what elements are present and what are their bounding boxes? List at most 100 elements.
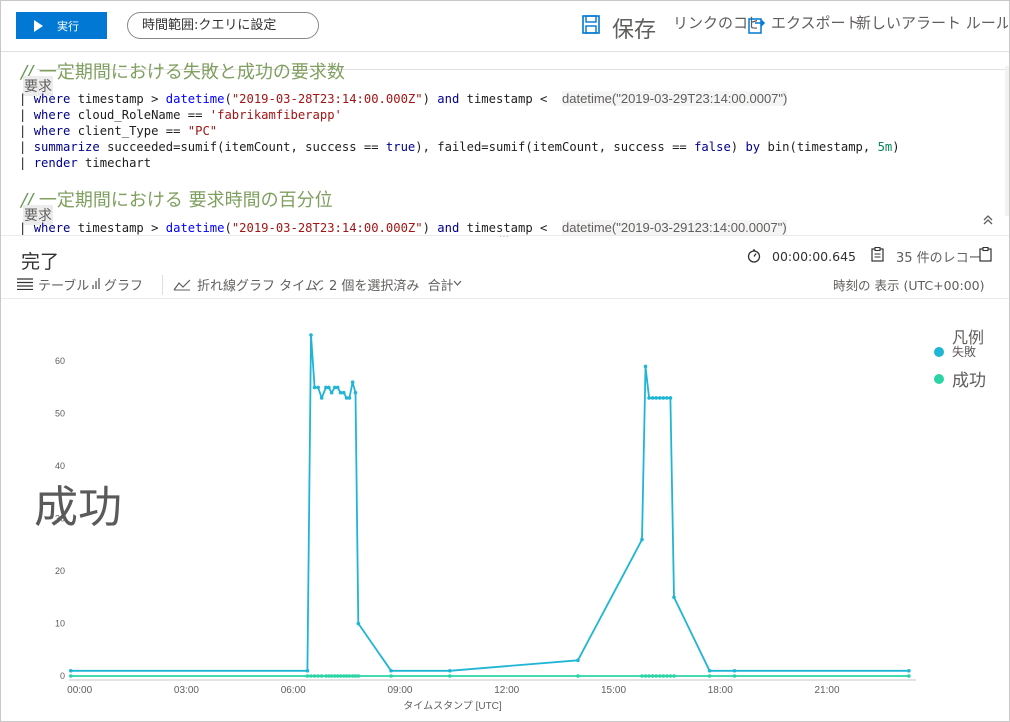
- query-editor[interactable]: // 一定期間における失敗と成功の要求数 要求 | where timestam…: [1, 52, 1009, 236]
- code-text: timestamp >: [70, 221, 166, 235]
- legend-item-failed[interactable]: 失敗: [934, 343, 976, 360]
- series-selector[interactable]: 2 個を選択済み 合計: [329, 275, 454, 294]
- legend-label: 失敗: [952, 345, 977, 359]
- data-point: [344, 674, 349, 678]
- tab-chart[interactable]: グラフ: [104, 279, 144, 294]
- legend-title: 凡例: [952, 328, 985, 347]
- code-text: succeeded=sumif(itemCount, success ==: [99, 140, 386, 154]
- data-point: [326, 385, 331, 390]
- chevron-down-icon[interactable]: [453, 280, 462, 286]
- export-icon[interactable]: [748, 14, 766, 34]
- table-name-requests-2: 要求: [23, 205, 53, 225]
- table-name-requests-1: 要求: [23, 76, 53, 96]
- comment-text: 一定期間における失敗と成功の要求数: [38, 62, 345, 83]
- data-point: [316, 385, 320, 390]
- data-point: [640, 674, 644, 678]
- data-point: [329, 674, 334, 678]
- legend-marker: [934, 346, 944, 357]
- keyword: where: [33, 124, 71, 138]
- ghost-text: datetime("2019-03-29T23:14:00.0007"): [562, 91, 788, 106]
- data-point: [309, 333, 313, 337]
- x-tick-label: 09:00: [387, 685, 412, 696]
- x-tick-label: 12:00: [494, 685, 519, 696]
- query-duration: 00:00:00.645: [772, 249, 856, 264]
- data-point: [319, 396, 324, 400]
- editor-scrollbar[interactable]: [1005, 66, 1009, 216]
- data-point: [341, 674, 346, 678]
- legend-item-succeeded[interactable]: 成功: [934, 366, 986, 391]
- data-point: [654, 674, 659, 678]
- code-text: timestamp >: [70, 92, 166, 106]
- tab-table[interactable]: テーブル: [38, 279, 90, 294]
- export-button[interactable]: エクスポート: [771, 14, 861, 32]
- data-point: [353, 674, 358, 678]
- timezone-selector[interactable]: 時刻の 表示 (UTC+00:00): [833, 278, 985, 293]
- data-point: [305, 674, 310, 678]
- ghost-text: datetime("2019-03-29123:14:00.0007"): [562, 220, 787, 235]
- string-literal: "PC": [187, 124, 218, 138]
- x-tick-label: 03:00: [174, 685, 199, 696]
- data-point: [347, 674, 352, 678]
- data-point: [341, 390, 346, 395]
- data-point: [576, 658, 580, 663]
- data-point: [68, 668, 73, 673]
- time-range-picker[interactable]: 時間範囲:クエリに設定: [127, 12, 319, 39]
- keyword: and: [437, 92, 460, 106]
- data-point: [650, 674, 655, 678]
- data-point: [312, 385, 317, 390]
- data-point: [335, 674, 340, 678]
- records-icon: [871, 247, 884, 262]
- data-point: [732, 674, 737, 678]
- y-tick-label: 60: [55, 356, 65, 366]
- string-literal: 'fabrikamfiberapp': [209, 108, 342, 122]
- data-point: [338, 390, 343, 395]
- keyword: where: [33, 92, 71, 106]
- data-point: [907, 674, 911, 678]
- chevron-down-icon[interactable]: [312, 280, 321, 286]
- editor-divider: [1, 235, 1009, 236]
- data-point: [661, 396, 666, 400]
- data-point: [324, 674, 328, 678]
- timechart: 0 10 20 30 40 50 60 00:00 03:00 06:00 09:00 12:00 15…: [55, 333, 916, 712]
- timer-icon: [747, 249, 761, 263]
- data-point: [329, 390, 334, 395]
- data-point: [707, 674, 712, 678]
- number-literal: 5m: [877, 140, 893, 154]
- results-tabs: テーブル グラフ 折れ線グラフ タイムスタンプ 2 個を選択済み 合計 時刻の …: [1, 273, 1009, 297]
- x-axis-label: タイムスタンプ [UTC]: [403, 700, 502, 712]
- data-point: [665, 396, 669, 400]
- collapse-editor-icon[interactable]: [981, 213, 995, 227]
- data-point: [640, 537, 644, 542]
- data-point: [665, 674, 669, 678]
- save-icon[interactable]: [582, 15, 600, 34]
- keyword: by: [745, 140, 761, 154]
- comment-text: 一定期間における 要求時間の百分位: [38, 190, 333, 211]
- x-tick-label: 06:00: [281, 685, 306, 696]
- data-point: [447, 668, 452, 673]
- copy-link-button[interactable]: リンクのコピー: [673, 14, 757, 32]
- data-point: [643, 364, 648, 369]
- new-alert-rule-button[interactable]: 新しいアラート ルール: [856, 14, 1008, 32]
- y-tick-label: 30: [55, 514, 65, 524]
- data-point: [347, 396, 352, 400]
- legend-label: 成功: [952, 371, 986, 391]
- keyword: render: [33, 156, 78, 170]
- query-status: 完了: [21, 251, 60, 273]
- boolean-literal: true: [385, 140, 416, 154]
- comment-line-2: // 一定期間における 要求時間の百分位: [21, 190, 333, 211]
- run-button[interactable]: 実行: [16, 12, 107, 39]
- data-point: [312, 674, 317, 678]
- data-point: [657, 396, 662, 400]
- splitter-handle[interactable]: ⋯: [499, 231, 510, 242]
- data-point: [654, 396, 659, 400]
- clipboard-icon[interactable]: [979, 247, 992, 262]
- save-button[interactable]: 保存: [612, 18, 657, 43]
- chart-type-dropdown[interactable]: 折れ線グラフ タイムスタンプ: [197, 279, 323, 294]
- data-point: [647, 396, 651, 400]
- data-point: [657, 674, 662, 678]
- table-icon: [17, 278, 33, 290]
- code-text: ), failed=sumif(itemCount, success ==: [415, 140, 695, 154]
- data-point: [732, 668, 737, 673]
- data-point: [68, 674, 73, 678]
